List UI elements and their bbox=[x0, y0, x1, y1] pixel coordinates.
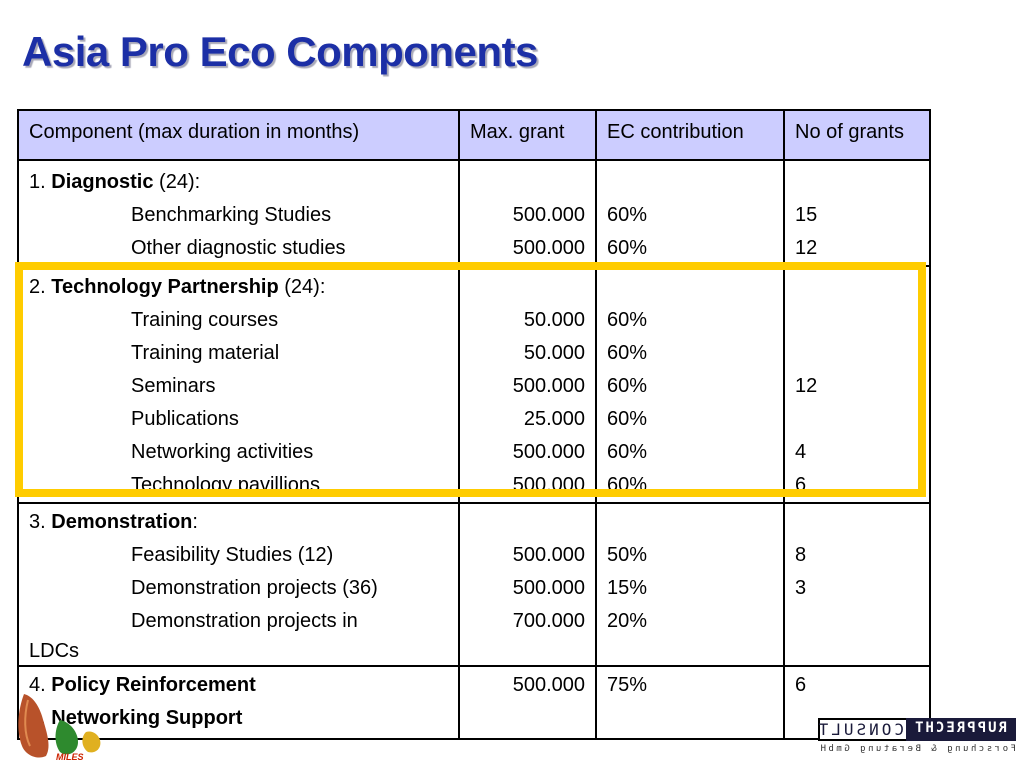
item-label: Benchmarking Studies bbox=[131, 204, 332, 226]
grants-count bbox=[795, 337, 919, 370]
grant-value: 500.000 bbox=[512, 674, 585, 696]
item-label: Other diagnostic studies bbox=[131, 237, 346, 259]
item-label: Seminars bbox=[131, 375, 216, 397]
ec-value: 60% bbox=[607, 474, 648, 496]
ec-value: 60% bbox=[607, 204, 648, 226]
logo-text-consult: CONSULT bbox=[815, 720, 904, 739]
item-label: Networking activities bbox=[131, 441, 314, 463]
grant-value: 25.000 bbox=[523, 408, 585, 430]
header-max-grant: Max. grant bbox=[458, 109, 597, 161]
section-name: Technology Partnership bbox=[51, 276, 279, 298]
section-heading: 2. Technology Partnership (24): bbox=[29, 276, 326, 298]
grant-value: 700.000 bbox=[512, 610, 585, 632]
grants-count: 6 bbox=[795, 674, 807, 696]
ec-value: 60% bbox=[607, 408, 648, 430]
table-header-row: Component (max duration in months) Max. … bbox=[17, 109, 931, 161]
ec-value: 50% bbox=[607, 544, 648, 566]
grants-count: 15 bbox=[795, 204, 818, 226]
table-row: 1. Diagnostic (24): Benchmarking Studies… bbox=[17, 160, 931, 267]
miles-logo: MILES bbox=[16, 690, 112, 766]
slide-title: Asia Pro Eco Components bbox=[22, 28, 538, 75]
components-table: Component (max duration in months) Max. … bbox=[17, 109, 931, 740]
header-ec-contribution: EC contribution bbox=[595, 109, 785, 161]
item-label: Demonstration projects in bbox=[131, 610, 358, 632]
section-heading: 3. Demonstration: bbox=[29, 511, 198, 533]
item-label: Training courses bbox=[131, 309, 279, 331]
logo-subtitle: Forschung & Beratung GmbH bbox=[818, 744, 1016, 754]
grant-value: 500.000 bbox=[512, 375, 585, 397]
ec-value: 60% bbox=[607, 441, 648, 463]
ec-value: 75% bbox=[607, 674, 648, 696]
grants-count bbox=[795, 403, 919, 436]
section-technology-partnership: 2. Technology Partnership (24): Training… bbox=[17, 266, 460, 504]
grants-count: 12 bbox=[795, 237, 818, 259]
ec-value: 60% bbox=[607, 237, 648, 259]
grants-count bbox=[795, 304, 919, 337]
table-row: 4. Policy Reinforcement 5. Networking Su… bbox=[17, 666, 931, 740]
grant-value: 500.000 bbox=[512, 474, 585, 496]
grants-count: 8 bbox=[795, 544, 807, 566]
item-label: Demonstration projects (36) bbox=[131, 577, 378, 599]
grants-count bbox=[795, 605, 919, 638]
table-row: 3. Demonstration: Feasibility Studies (1… bbox=[17, 503, 931, 667]
grants-count: 6 bbox=[795, 474, 807, 496]
grant-value: 500.000 bbox=[512, 204, 585, 226]
section-demonstration: 3. Demonstration: Feasibility Studies (1… bbox=[17, 503, 460, 667]
item-label-continued: LDCs bbox=[29, 640, 80, 662]
grant-value: 50.000 bbox=[523, 309, 585, 331]
grant-value: 50.000 bbox=[523, 342, 585, 364]
grants-count: 12 bbox=[795, 375, 818, 397]
ec-value: 60% bbox=[607, 375, 648, 397]
section-diagnostic: 1. Diagnostic (24): Benchmarking Studies… bbox=[17, 160, 460, 267]
ec-value: 60% bbox=[607, 309, 648, 331]
miles-label: MILES bbox=[56, 752, 84, 762]
section-policy-reinforcement: 4. Policy Reinforcement 5. Networking Su… bbox=[17, 666, 460, 740]
item-label: Training material bbox=[131, 342, 280, 364]
section-name: Demonstration bbox=[51, 511, 193, 533]
grant-value: 500.000 bbox=[512, 237, 585, 259]
table-row: 2. Technology Partnership (24): Training… bbox=[17, 266, 931, 504]
grant-value: 500.000 bbox=[512, 544, 585, 566]
ec-value: 60% bbox=[607, 342, 648, 364]
header-component: Component (max duration in months) bbox=[17, 109, 460, 161]
item-label: Publications bbox=[131, 408, 239, 430]
miles-logo-graphic bbox=[18, 694, 101, 758]
ec-value: 20% bbox=[607, 610, 648, 632]
grants-count: 4 bbox=[795, 441, 807, 463]
section-name: Networking Support bbox=[51, 707, 243, 729]
ec-value: 15% bbox=[607, 577, 648, 599]
item-label: Feasibility Studies (12) bbox=[131, 544, 334, 566]
section-heading: 4. Policy Reinforcement bbox=[29, 674, 256, 696]
section-name: Policy Reinforcement bbox=[51, 674, 256, 696]
grant-value: 500.000 bbox=[512, 441, 585, 463]
section-name: Diagnostic bbox=[51, 171, 154, 193]
item-label: Technology pavillions bbox=[131, 474, 321, 496]
grants-count: 3 bbox=[795, 577, 807, 599]
section-heading: 1. Diagnostic (24): bbox=[29, 171, 201, 193]
grant-value: 500.000 bbox=[512, 577, 585, 599]
rupprecht-consult-logo: CONSULT RUPPRECHT Forschung & Beratung G… bbox=[815, 718, 1016, 754]
header-no-of-grants: No of grants bbox=[783, 109, 931, 161]
logo-text-rupprecht: RUPPRECHT bbox=[913, 720, 1007, 736]
